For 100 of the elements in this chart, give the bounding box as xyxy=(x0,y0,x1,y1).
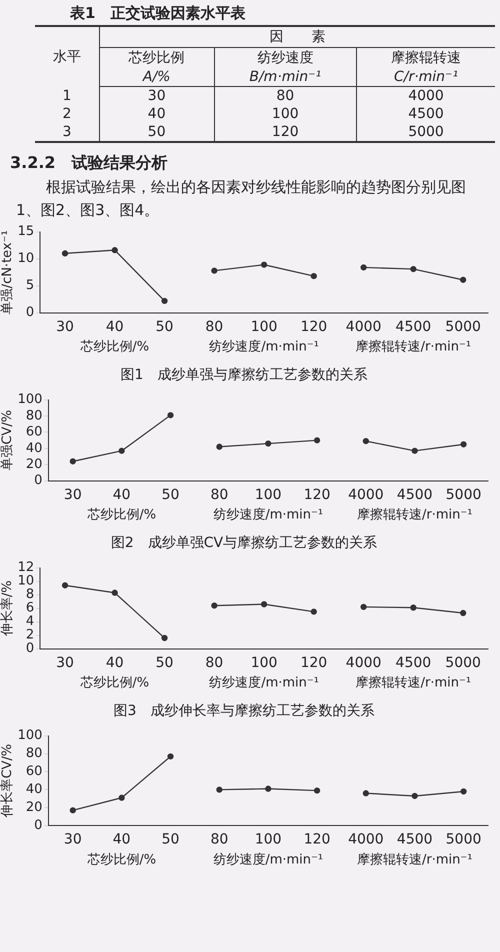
text: 纺纱速度/m·min⁻¹ xyxy=(213,506,324,523)
y-tick-label: 15 xyxy=(18,224,34,240)
y-tick-label: 8 xyxy=(26,587,34,602)
point xyxy=(360,604,367,610)
y-tick-label: 60 xyxy=(26,764,42,780)
point xyxy=(211,602,218,609)
text: 芯纱比例/% xyxy=(86,508,156,523)
text: 30 xyxy=(99,86,214,105)
y-tick-label: 10 xyxy=(18,251,34,266)
x-tick-label: 80 xyxy=(205,318,224,335)
text: 芯纱比例/% xyxy=(86,852,156,868)
x-tick-label: 50 xyxy=(162,486,180,503)
y-tick-label: 10 xyxy=(18,574,34,589)
x-tick-label: 4500 xyxy=(396,832,433,848)
point xyxy=(112,247,118,254)
x-tick-label: 100 xyxy=(254,832,282,848)
y-axis-title: 单强CV/% xyxy=(0,410,16,471)
point xyxy=(412,792,418,800)
point xyxy=(360,264,367,271)
text: 摩擦辊转速/r·min⁻¹ xyxy=(356,340,472,355)
point xyxy=(460,276,466,283)
x-tick-label: 100 xyxy=(254,486,282,503)
point xyxy=(362,790,369,796)
text: 表1 正交试验因素水平表 xyxy=(70,4,246,23)
point xyxy=(216,786,222,793)
x-tick-label: 4000 xyxy=(346,654,382,671)
point xyxy=(118,794,125,801)
y-tick-label: 40 xyxy=(26,440,42,456)
text: 摩擦辊转速/r·min⁻¹ xyxy=(357,508,472,523)
point xyxy=(412,448,418,454)
point xyxy=(310,608,317,615)
x-tick-label: 120 xyxy=(300,654,328,671)
point xyxy=(118,448,125,454)
x-tick-label: 120 xyxy=(304,486,330,503)
y-tick-label: 0 xyxy=(26,305,34,320)
y-axis-title: 单强/cN·tex⁻¹ xyxy=(0,230,16,314)
x-tick-label: 80 xyxy=(210,486,228,503)
point xyxy=(314,787,320,794)
y-tick-label: 12 xyxy=(18,560,34,576)
x-tick-label: 100 xyxy=(250,654,278,671)
point xyxy=(211,268,218,274)
x-tick-label: 4500 xyxy=(396,654,432,671)
point xyxy=(410,266,416,272)
text: 3.2.2 试验结果分析 xyxy=(10,153,169,174)
x-tick-label: 30 xyxy=(64,486,82,503)
text: 5000 xyxy=(407,123,445,142)
x-tick-label: 40 xyxy=(112,486,131,503)
text: 芯纱比例 xyxy=(99,48,214,68)
x-tick-label: 5000 xyxy=(446,832,482,848)
x-tick-label: 30 xyxy=(56,654,74,671)
y-tick-label: 80 xyxy=(26,408,42,424)
point xyxy=(70,807,76,814)
x-tick-label: 4000 xyxy=(346,318,382,335)
text: A/% xyxy=(99,68,214,86)
point xyxy=(410,604,416,611)
y-tick-label: 40 xyxy=(26,782,42,798)
point xyxy=(460,610,466,616)
point xyxy=(161,634,168,642)
x-tick-label: 4500 xyxy=(396,486,433,503)
text: 图1 成纱单强与摩擦纺工艺参数的关系 xyxy=(120,367,368,384)
x-tick-label: 40 xyxy=(106,318,124,335)
point xyxy=(62,250,68,256)
text: 根据试验结果，绘出的各因素对纱线性能影响的趋势图分别见图1、图2、图3、图4。 xyxy=(16,177,467,221)
point xyxy=(265,440,272,447)
point xyxy=(167,412,174,418)
text: 40 xyxy=(99,105,214,123)
text: 芯纱比例/% xyxy=(79,340,150,355)
point xyxy=(460,441,467,448)
text: 图3 成纱伸长率与摩擦纺工艺参数的关系 xyxy=(114,703,374,720)
point xyxy=(260,262,268,268)
point xyxy=(62,582,68,588)
point xyxy=(314,437,320,444)
y-tick-label: 100 xyxy=(18,392,42,408)
x-tick-label: 5000 xyxy=(446,486,482,503)
text: 4500 xyxy=(407,105,445,123)
text: B/m·min⁻¹ xyxy=(214,68,357,86)
text: 因 素 xyxy=(99,26,495,48)
y-tick-label: 2 xyxy=(26,628,34,643)
x-tick-label: 5000 xyxy=(445,318,481,335)
text: 摩擦辊转速 xyxy=(390,49,462,68)
x-tick-label: 100 xyxy=(250,318,278,335)
point xyxy=(310,272,317,280)
x-tick-label: 50 xyxy=(156,654,174,671)
x-tick-label: 40 xyxy=(106,654,124,671)
x-tick-label: 50 xyxy=(162,832,180,848)
point xyxy=(216,444,222,450)
text: 4000 xyxy=(407,87,445,105)
y-axis-title: 伸长率/% xyxy=(0,580,16,638)
y-tick-label: 20 xyxy=(26,800,42,816)
text: 摩擦辊转速/r·min⁻¹ xyxy=(357,852,472,868)
y-tick-label: 0 xyxy=(34,473,42,488)
y-tick-label: 5 xyxy=(26,278,34,294)
y-tick-label: 20 xyxy=(26,456,42,472)
x-tick-label: 120 xyxy=(304,832,330,848)
y-tick-label: 6 xyxy=(26,600,34,616)
x-tick-label: 4000 xyxy=(348,832,384,848)
text: 1 xyxy=(35,86,100,105)
y-tick-label: 0 xyxy=(26,641,34,656)
point xyxy=(362,438,369,444)
text: 纺纱速度/m·min⁻¹ xyxy=(209,674,319,691)
